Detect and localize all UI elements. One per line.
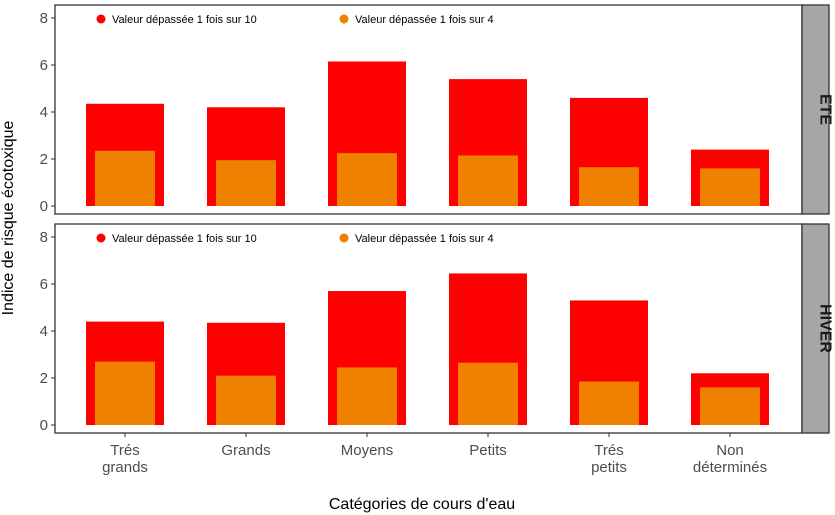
bar-p75-2	[337, 367, 397, 425]
bar-p75-4	[579, 167, 639, 206]
bar-p75-1	[216, 160, 276, 206]
y-tick-label: 0	[40, 198, 48, 215]
y-tick-label: 0	[40, 417, 48, 434]
panel-frame	[54, 4, 803, 215]
y-tick-label: 6	[40, 276, 48, 293]
bar-p75-5	[700, 168, 760, 206]
y-tick-label: 6	[40, 57, 48, 74]
legend-key	[96, 14, 106, 24]
bar-p75-0	[95, 361, 155, 425]
x-axis-title: Catégories de cours d'eau	[329, 496, 515, 513]
x-category-label: Trés grands	[102, 442, 148, 476]
x-category-label: Grands	[221, 442, 270, 459]
bar-p75-0	[95, 150, 155, 206]
panel-hiver: HIVER 0 2 4 6 8 Valeur dépassée 1 fois sur 10 V…	[40, 223, 834, 437]
chart-panels: ETE 0 2 4 6 8 Valeur dépassée 1 fois sur 10 Val…	[40, 4, 834, 437]
bar-p75-4	[579, 381, 639, 425]
legend-key	[96, 233, 106, 243]
x-category-label: Moyens	[341, 442, 394, 459]
bar-p75-3	[458, 362, 518, 425]
bar-p75-5	[700, 387, 760, 425]
x-category-label: Trés petits	[591, 442, 627, 476]
y-tick-label: 2	[40, 151, 48, 168]
y-axis-title: Indice de risque écotoxique	[0, 121, 17, 316]
facet-strip-label: ETE	[817, 94, 834, 125]
facet-strip-label: HIVER	[817, 304, 834, 353]
legend-label: Valeur dépassée 1 fois sur 4	[355, 233, 494, 245]
facet-strip	[801, 223, 830, 434]
y-tick-label: 2	[40, 370, 48, 387]
bar-p75-1	[216, 375, 276, 425]
legend-label: Valeur dépassée 1 fois sur 4	[355, 14, 494, 26]
bar-p75-2	[337, 153, 397, 206]
x-axis-categories: Trés grands Grands Moyens Petits Trés petits No…	[102, 442, 767, 476]
bar-p75-3	[458, 155, 518, 206]
legend-label: Valeur dépassée 1 fois sur 10	[112, 14, 257, 26]
legend-key	[339, 14, 349, 24]
x-category-label: Non déterminés	[693, 442, 767, 476]
y-tick-label: 4	[40, 104, 48, 121]
panel-ete: ETE 0 2 4 6 8 Valeur dépassée 1 fois sur 10 Val…	[40, 4, 834, 215]
y-tick-label: 8	[40, 10, 48, 27]
panel-frame	[54, 223, 803, 434]
facet-strip	[801, 4, 830, 215]
y-tick-label: 8	[40, 229, 48, 246]
y-tick-label: 4	[40, 323, 48, 340]
legend-key	[339, 233, 349, 243]
x-category-label: Petits	[469, 442, 507, 459]
legend-label: Valeur dépassée 1 fois sur 10	[112, 233, 257, 245]
